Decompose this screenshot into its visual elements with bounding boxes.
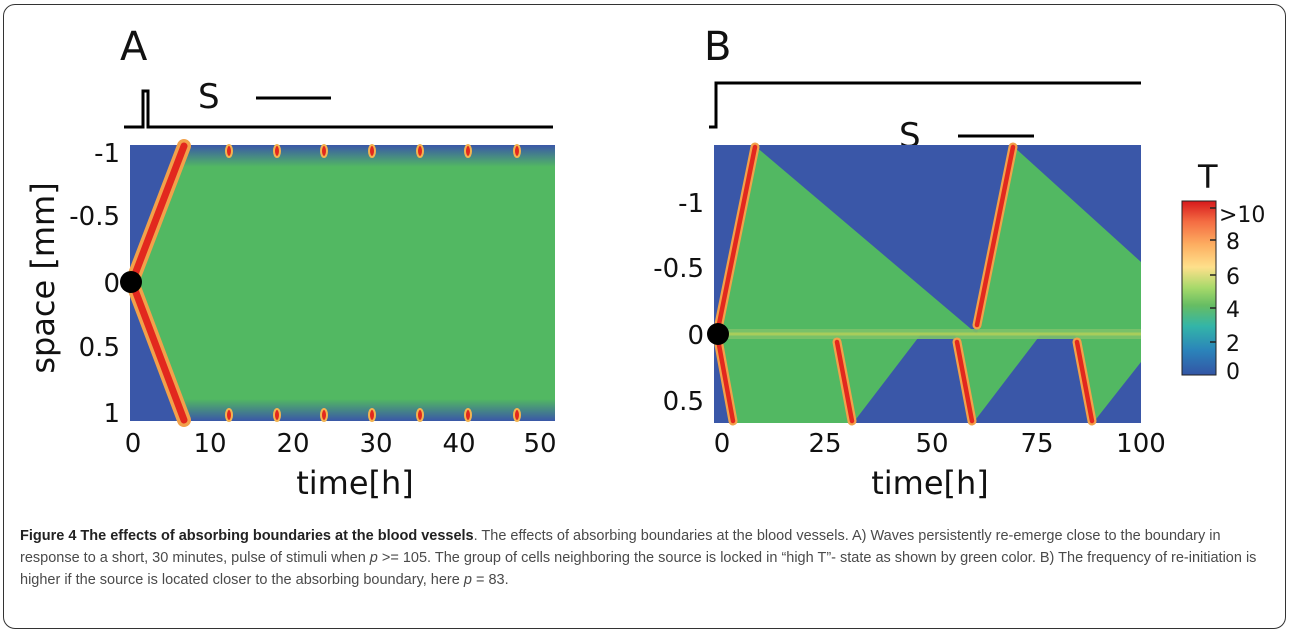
panel-a-ytick: -0.5 xyxy=(69,202,120,232)
panel-a-ylabel: space [mm] xyxy=(24,182,62,373)
figure-frame xyxy=(3,4,1286,629)
colorbar-tick: 8 xyxy=(1226,230,1240,255)
panel-a-ytick: -1 xyxy=(94,139,120,169)
panel-b-ytick: 0.5 xyxy=(663,387,704,417)
panel-a-xtick: 50 xyxy=(523,429,556,459)
panel-a-xtick: 40 xyxy=(442,429,475,459)
panel-b-letter: B xyxy=(704,24,731,70)
caption-text: . The effects of absorbing boundaries at… xyxy=(20,528,1221,566)
colorbar-label: T xyxy=(1197,158,1218,196)
colorbar-tick: 6 xyxy=(1226,265,1240,290)
panel-b-ytick: 0 xyxy=(687,321,704,351)
panel-b-ytick: -1 xyxy=(678,189,704,219)
panel-b-xtick: 75 xyxy=(1020,429,1053,459)
panel-a-xtick: 10 xyxy=(193,429,226,459)
panel-a-ytick: 0.5 xyxy=(79,333,120,363)
panel-a: A S xyxy=(24,24,557,502)
caption-variable: p xyxy=(463,572,472,588)
panel-a-letter: A xyxy=(120,24,148,70)
panel-b-xtick: 50 xyxy=(915,429,948,459)
colorbar-tick: 2 xyxy=(1226,332,1240,357)
panel-b-xtick: 100 xyxy=(1116,429,1166,459)
panel-b-x-axis: 0 25 50 75 100 xyxy=(714,429,1166,459)
panel-a-stimulus-trace: S xyxy=(124,77,553,129)
panel-b: B S xyxy=(653,24,1166,502)
panel-a-stimulus-label: S xyxy=(198,77,220,117)
caption-text: >= 105. The group of cells neighboring t… xyxy=(20,550,1257,588)
panel-a-heatmap xyxy=(120,139,555,427)
panel-a-ytick: 1 xyxy=(103,399,120,429)
panel-b-xtick: 0 xyxy=(714,429,731,459)
panel-a-xtick: 30 xyxy=(359,429,392,459)
panel-a-ytick: 0 xyxy=(103,269,120,299)
figure-caption: Figure 4 The effects of absorbing bounda… xyxy=(20,525,1270,591)
panel-b-heatmap xyxy=(707,142,1141,426)
figure-4: A S xyxy=(24,24,1265,502)
colorbar-tick: 4 xyxy=(1226,298,1240,323)
caption-text: = 83. xyxy=(471,572,509,588)
caption-variable: p xyxy=(369,550,378,566)
colorbar-tick: 0 xyxy=(1226,360,1240,385)
caption-title: Figure 4 The effects of absorbing bounda… xyxy=(20,528,474,544)
panel-a-xlabel: time[h] xyxy=(296,464,414,502)
panel-b-xtick: 25 xyxy=(808,429,841,459)
panel-a-xtick: 20 xyxy=(276,429,309,459)
colorbar-tick: >10 xyxy=(1219,203,1265,228)
panel-b-ytick: -0.5 xyxy=(653,254,704,284)
panel-b-source-marker xyxy=(707,323,729,345)
panel-a-x-axis: 0 10 20 30 40 50 xyxy=(125,429,557,459)
panel-b-y-axis: -1 -0.5 0 0.5 xyxy=(653,189,704,417)
panel-a-source-marker xyxy=(120,271,142,293)
colorbar: T >10 8 6 4 2 0 xyxy=(1181,158,1265,385)
panel-a-xtick: 0 xyxy=(125,429,142,459)
panel-b-xlabel: time[h] xyxy=(871,464,989,502)
panel-a-y-axis: -1 -0.5 0 0.5 1 xyxy=(69,139,120,429)
